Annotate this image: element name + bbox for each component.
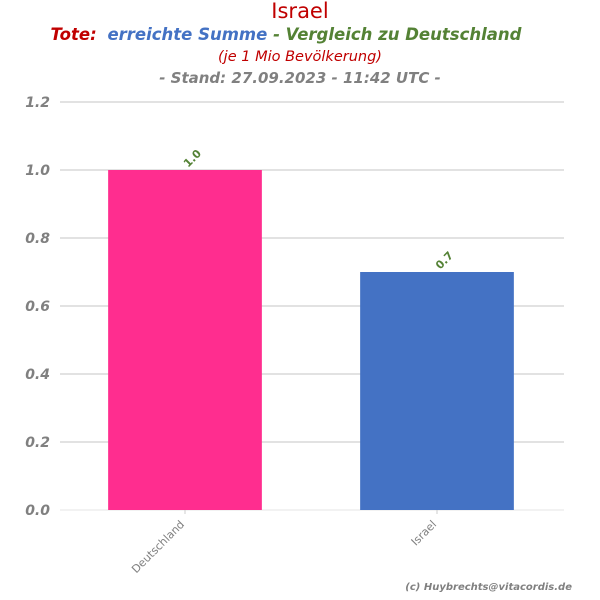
- chart-subtitle: (je 1 Mio Bevölkerung): [218, 49, 382, 65]
- bars: 1.0 0.7: [108, 147, 514, 510]
- bar-deutschland: [108, 170, 262, 510]
- chart-title: Israel: [271, 0, 328, 23]
- y-tick-label: 1.0: [25, 163, 50, 179]
- y-tick-labels: 0.0 0.2 0.4 0.6 0.8 1.0 1.2: [25, 95, 50, 519]
- data-label: 1.0: [181, 147, 204, 170]
- title-part-tote: Tote:: [51, 25, 97, 44]
- bar-israel: [360, 272, 514, 510]
- x-tick-label: Israel: [409, 518, 439, 548]
- y-tick-label: 0.6: [25, 299, 50, 315]
- y-tick-label: 0.4: [25, 367, 50, 383]
- y-tick-label: 0.8: [25, 231, 50, 247]
- credit-text: (c) Huybrechts@vitacordis.de: [405, 582, 572, 593]
- y-tick-label: 0.2: [25, 435, 50, 451]
- title-part-sum: erreichte Summe: [107, 25, 267, 44]
- x-tick-labels: Deutschland Israel: [129, 510, 439, 576]
- y-tick-label: 1.2: [25, 95, 50, 111]
- x-tick-label: Deutschland: [129, 518, 187, 576]
- y-tick-label: 0.0: [25, 503, 50, 519]
- title-part-compare: - Vergleich zu Deutschland: [273, 25, 522, 44]
- chart-stand: - Stand: 27.09.2023 - 11:42 UTC -: [159, 69, 441, 87]
- chart-title-line-2: Tote: erreichte Summe - Vergleich zu Deu…: [51, 25, 522, 44]
- data-label: 0.7: [433, 249, 456, 272]
